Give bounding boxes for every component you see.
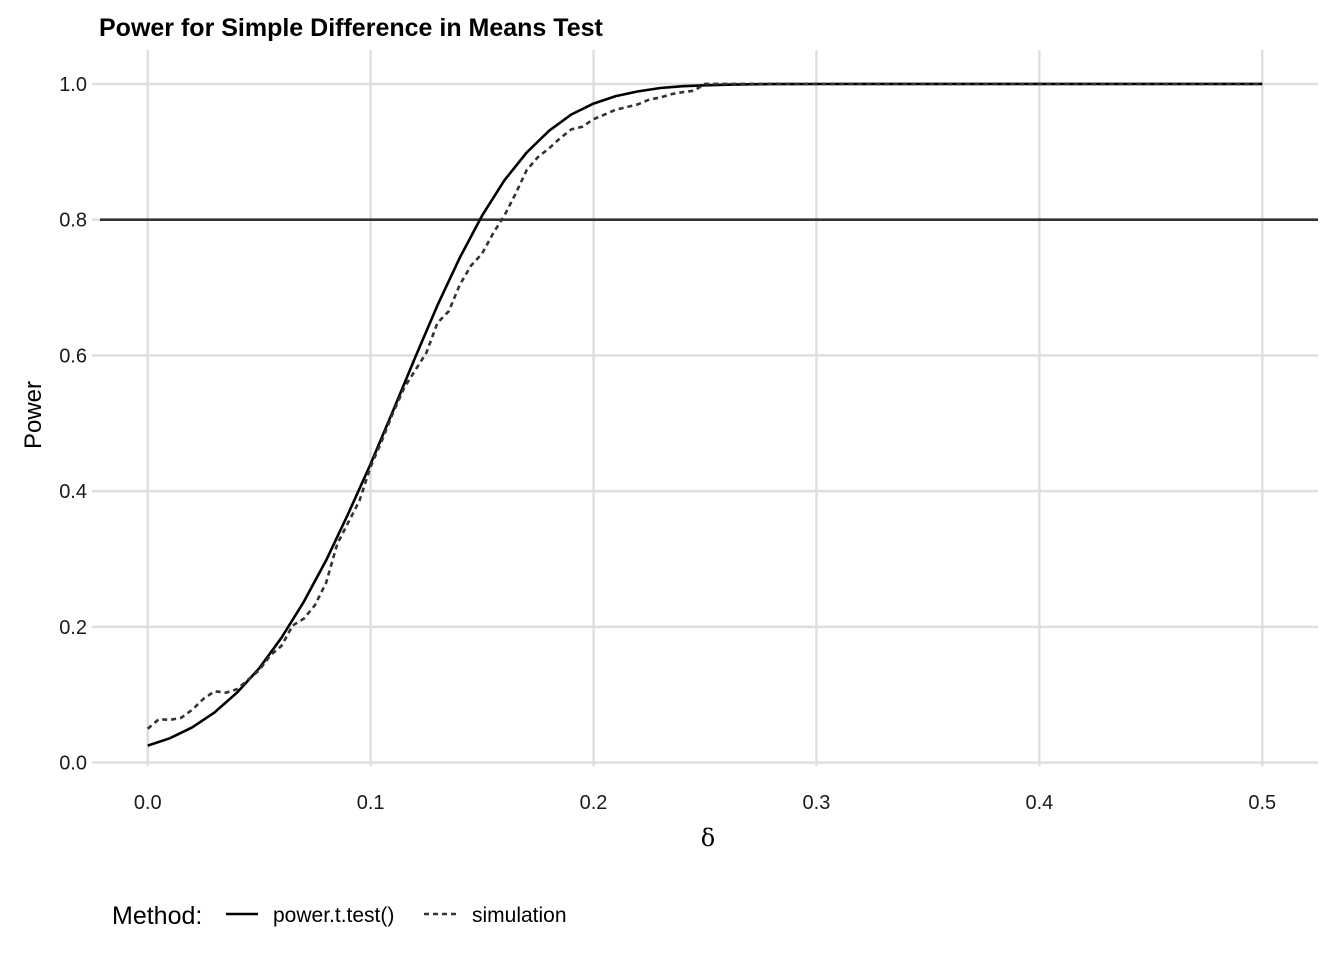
y-tick-label: 0.0 — [59, 753, 87, 775]
x-tick-label: 0.0 — [134, 792, 162, 814]
chart-title: Power for Simple Difference in Means Tes… — [99, 14, 604, 42]
legend: Method: power.t.test() simulation — [112, 902, 567, 930]
series-line-power-t-test — [147, 82, 1263, 747]
y-tick-label: 0.4 — [59, 481, 87, 503]
grid-lines — [92, 50, 1318, 766]
series-line-simulation — [146, 82, 1263, 730]
y-axis-title: Power — [20, 381, 47, 449]
y-tick-label: 0.8 — [59, 210, 87, 232]
y-tick-label: 0.2 — [59, 617, 87, 639]
x-axis-title: δ — [701, 824, 715, 852]
y-tick-label: 1.0 — [59, 74, 87, 96]
x-tick-label: 0.4 — [1025, 792, 1053, 814]
series-lines — [146, 82, 1263, 747]
x-tick-label: 0.3 — [803, 792, 831, 814]
x-tick-label: 0.2 — [580, 792, 608, 814]
x-tick-label: 0.5 — [1248, 792, 1276, 814]
x-tick-label: 0.1 — [357, 792, 385, 814]
x-axis-ticks: 0.0 0.1 0.2 0.3 0.4 0.5 — [134, 792, 1276, 814]
legend-title: Method: — [112, 902, 202, 930]
legend-label-simulation: simulation — [472, 904, 567, 927]
y-axis-ticks: 0.0 0.2 0.4 0.6 0.8 1.0 — [59, 74, 87, 775]
y-tick-label: 0.6 — [59, 345, 87, 367]
legend-label-power-t-test: power.t.test() — [273, 904, 394, 927]
